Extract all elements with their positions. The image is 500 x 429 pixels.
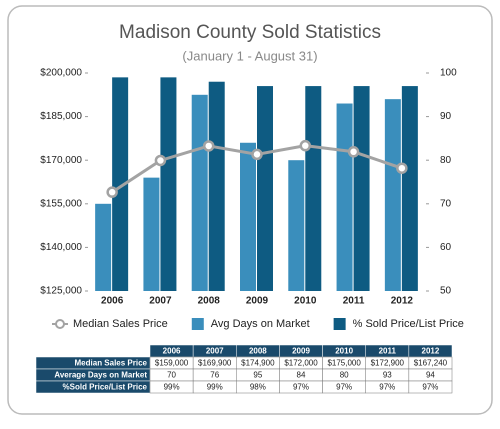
y-tick-label: $155,000 [40, 198, 82, 209]
x-tick-label: 2010 [294, 296, 317, 307]
legend-label: Avg Days on Market [211, 318, 310, 330]
x-tick-label: 2009 [246, 296, 269, 307]
line-marker [202, 140, 215, 152]
table-cell: 97% [293, 383, 309, 392]
table-header: 2010 [335, 347, 353, 356]
y-tick-label: $200,000 [40, 68, 82, 79]
y-tick-label: $140,000 [40, 242, 82, 253]
table-cell: 76 [210, 371, 219, 380]
bar [95, 203, 112, 291]
table-header: 2009 [292, 347, 310, 356]
bar [384, 99, 401, 291]
table-cell: $174,900 [241, 359, 275, 368]
bar [208, 81, 225, 291]
table-cell: 98% [250, 383, 266, 392]
bar [257, 86, 273, 291]
x-tick-label: 2011 [343, 296, 365, 307]
table-cell: 97% [422, 383, 438, 392]
table-cell: $172,000 [284, 359, 318, 368]
y-tick-label: $185,000 [40, 111, 82, 122]
y2-tick-label: 70 [440, 198, 452, 209]
bar [143, 177, 160, 291]
line-marker [396, 162, 408, 174]
table-cell: 93 [383, 371, 392, 380]
bar [336, 103, 353, 292]
table-cell: $169,900 [198, 359, 232, 368]
table-cell-bg [408, 380, 453, 394]
legend-label: % Sold Price/List Price [353, 318, 464, 330]
table-cell: $159,000 [155, 359, 189, 368]
bar [305, 86, 322, 291]
table-header: 2011 [379, 347, 397, 356]
bar [112, 77, 129, 291]
table-header: 2007 [206, 347, 224, 356]
line-marker [154, 154, 167, 167]
legend-swatch [191, 318, 204, 330]
table-header: 2008 [249, 347, 267, 356]
chart-title: Madison County Sold Statistics [119, 22, 381, 43]
bar [240, 142, 256, 291]
table-row-label: Average Days on Market [54, 371, 147, 380]
x-tick-label: 2008 [198, 296, 221, 307]
line-marker [106, 186, 118, 198]
y-tick-label: $125,000 [40, 286, 82, 297]
y2-tick-label: 90 [440, 111, 452, 122]
table-cell: 95 [253, 371, 262, 380]
table-cell: $175,000 [327, 359, 361, 368]
table-cell: $172,900 [371, 359, 405, 368]
y2-tick-label: 60 [440, 242, 452, 253]
bar [401, 86, 418, 291]
legend-marker [55, 319, 65, 329]
table-cell: 99% [164, 383, 180, 392]
table-row-label: Median Sales Price [75, 359, 148, 368]
line-marker [251, 148, 263, 161]
y2-tick-label: 100 [440, 68, 457, 79]
table-row-label: %Sold Price/List Price [63, 383, 148, 392]
line-marker [299, 139, 312, 152]
table-cell: 70 [167, 371, 176, 380]
bar [160, 77, 177, 291]
line-marker [347, 146, 360, 158]
table-cell: 97% [379, 383, 395, 392]
y2-tick-label: 50 [440, 286, 452, 297]
bar [288, 160, 305, 291]
x-tick-label: 2012 [391, 296, 414, 307]
table-header: 2006 [163, 347, 181, 356]
table-cell: $167,240 [414, 359, 448, 368]
y-tick-label: $170,000 [40, 155, 82, 166]
table-cell: 80 [340, 371, 349, 380]
chart-subtitle: (January 1 - August 31) [182, 48, 317, 63]
table-cell: 97% [336, 383, 352, 392]
table-header: 2012 [422, 347, 440, 356]
table-cell: 84 [297, 371, 306, 380]
x-tick-label: 2007 [149, 296, 172, 307]
table-cell: 94 [426, 371, 435, 380]
bar [191, 94, 208, 291]
y2-tick-label: 80 [440, 155, 452, 166]
x-tick-label: 2006 [101, 296, 124, 307]
legend-label: Median Sales Price [73, 318, 168, 330]
table-cell: 99% [207, 383, 223, 392]
bar [353, 86, 370, 291]
legend-swatch [333, 318, 346, 330]
